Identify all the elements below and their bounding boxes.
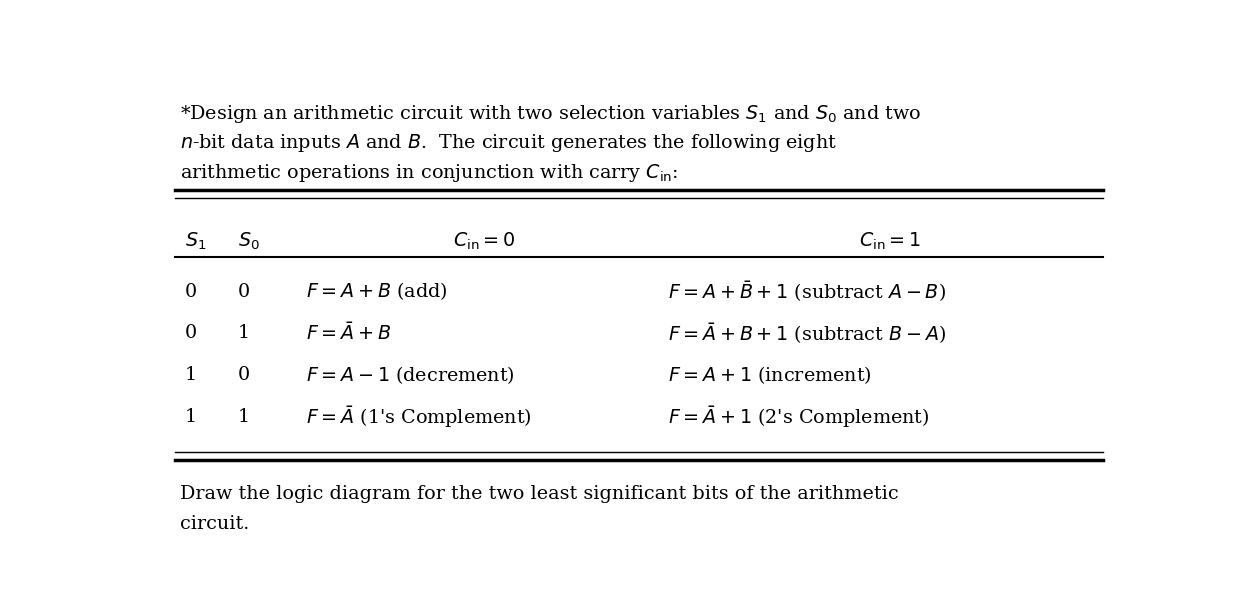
Text: $C_{\mathrm{in}} = 1$: $C_{\mathrm{in}} = 1$	[859, 231, 922, 252]
Text: 1: 1	[238, 324, 251, 342]
Text: $F = A - 1$ (decrement): $F = A - 1$ (decrement)	[306, 364, 515, 387]
Text: 1: 1	[185, 408, 197, 427]
Text: $C_{\mathrm{in}} = 0$: $C_{\mathrm{in}} = 0$	[453, 231, 516, 252]
Text: 0: 0	[185, 324, 197, 342]
Text: $n$-bit data inputs $A$ and $B$.  The circuit generates the following eight: $n$-bit data inputs $A$ and $B$. The cir…	[180, 132, 837, 154]
Text: $F = \bar{A} + 1$ (2's Complement): $F = \bar{A} + 1$ (2's Complement)	[668, 404, 929, 430]
Text: 0: 0	[185, 283, 197, 301]
Text: $S_0$: $S_0$	[238, 231, 259, 252]
Text: $F = \bar{A}$ (1's Complement): $F = \bar{A}$ (1's Complement)	[306, 404, 531, 430]
Text: 0: 0	[238, 367, 251, 384]
Text: 0: 0	[238, 283, 251, 301]
Text: Draw the logic diagram for the two least significant bits of the arithmetic: Draw the logic diagram for the two least…	[180, 485, 899, 503]
Text: $F = A + 1$ (increment): $F = A + 1$ (increment)	[668, 364, 872, 387]
Text: $F = \bar{A} + B + 1$ (subtract $B - A$): $F = \bar{A} + B + 1$ (subtract $B - A$)	[668, 321, 946, 346]
Text: circuit.: circuit.	[180, 515, 249, 534]
Text: 1: 1	[238, 408, 251, 427]
Text: arithmetic operations in conjunction with carry $C_{\mathrm{in}}$:: arithmetic operations in conjunction wit…	[180, 162, 678, 184]
Text: *Design an arithmetic circuit with two selection variables $S_1$ and $S_0$ and t: *Design an arithmetic circuit with two s…	[180, 103, 922, 125]
Text: $F = \bar{A} + B$: $F = \bar{A} + B$	[306, 322, 390, 344]
Text: $S_1$: $S_1$	[185, 231, 206, 252]
Text: $F = A + \bar{B} + 1$ (subtract $A - B$): $F = A + \bar{B} + 1$ (subtract $A - B$)	[668, 279, 946, 304]
Text: $F = A + B$ (add): $F = A + B$ (add)	[306, 281, 448, 302]
Text: 1: 1	[185, 367, 197, 384]
